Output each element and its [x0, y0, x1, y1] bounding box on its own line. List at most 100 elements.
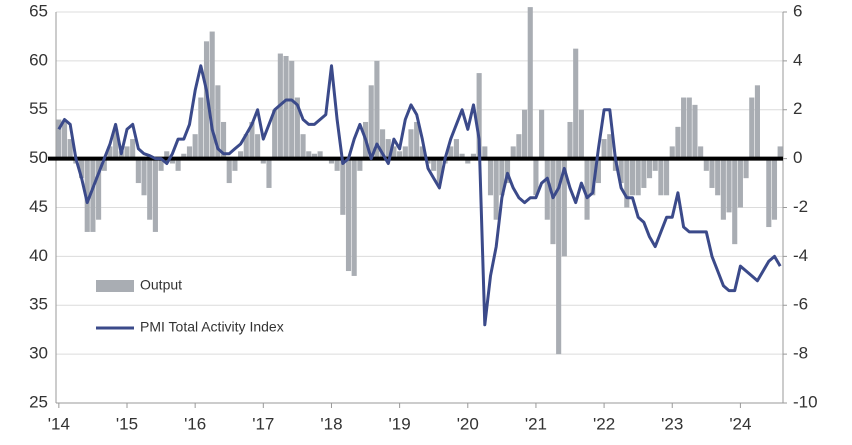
bar [351, 158, 357, 276]
bar [215, 85, 221, 159]
bar [584, 158, 590, 220]
bar [232, 158, 238, 171]
bar [385, 139, 391, 159]
bar [635, 158, 641, 196]
x-tick-label: '17 [252, 414, 274, 433]
bar [380, 129, 386, 159]
bar [164, 151, 170, 159]
bar [578, 109, 584, 159]
bar [499, 158, 505, 196]
bar [703, 158, 709, 171]
x-tick-label: '16 [184, 414, 206, 433]
y2-tick-label: -10 [793, 392, 818, 411]
bar [408, 129, 414, 159]
bar [226, 158, 232, 184]
bar [493, 158, 499, 220]
bar [357, 158, 363, 171]
bar [459, 153, 465, 159]
x-tick-label: '21 [525, 414, 547, 433]
y2-tick-label: -4 [793, 246, 808, 265]
y-tick-label: 50 [29, 148, 48, 167]
bar [675, 126, 681, 159]
bar [61, 121, 68, 159]
bar [175, 158, 181, 171]
bar [391, 146, 397, 159]
bar [715, 158, 721, 196]
bar [726, 158, 732, 213]
bar [624, 158, 630, 208]
bar [601, 139, 607, 159]
bar [527, 7, 533, 159]
bar [181, 153, 187, 159]
bar [431, 158, 437, 171]
bar [260, 158, 266, 164]
y2-tick-label: 6 [793, 1, 802, 20]
bar [419, 146, 425, 159]
bar [550, 158, 556, 245]
bar [686, 97, 692, 159]
bar [311, 153, 317, 159]
bar [96, 158, 102, 220]
line [57, 64, 782, 327]
bar [567, 121, 573, 159]
legend-label: Output [140, 277, 182, 293]
y-tick-label: 35 [29, 295, 48, 314]
bar [641, 158, 647, 188]
bar [101, 158, 107, 171]
bar [340, 158, 346, 215]
bar [220, 121, 227, 159]
bar [317, 151, 323, 159]
x-tick-label: '15 [116, 414, 138, 433]
bar [368, 85, 374, 159]
bar [516, 134, 522, 159]
bar [561, 158, 567, 257]
bar [198, 97, 204, 159]
x-tick-label: '19 [389, 414, 411, 433]
bar [158, 158, 164, 171]
bar [255, 134, 261, 159]
bar [192, 134, 198, 159]
bar [272, 109, 278, 159]
bar [504, 158, 511, 184]
bar [186, 146, 193, 159]
bar [510, 146, 516, 159]
bar [152, 158, 158, 232]
bar [436, 158, 442, 184]
y-tick-label: 60 [29, 50, 48, 69]
y2-tick-label: -2 [793, 197, 808, 216]
bar [698, 146, 704, 159]
bar [374, 60, 380, 159]
bar [732, 158, 738, 245]
legend-label: PMI Total Activity Index [140, 319, 284, 335]
bar [743, 158, 749, 179]
bar [84, 158, 90, 232]
bar [709, 158, 715, 188]
bar [130, 139, 136, 159]
bar [737, 158, 743, 208]
bar [482, 146, 488, 159]
bar [556, 158, 562, 355]
bar [397, 151, 403, 159]
bar [476, 73, 482, 159]
bar [720, 158, 726, 220]
y2-tick-label: 2 [793, 99, 802, 118]
bar [749, 97, 755, 159]
bar [754, 85, 760, 159]
y2-tick-label: -6 [793, 295, 808, 314]
bar [238, 151, 244, 159]
bar [289, 60, 295, 159]
bar [453, 139, 459, 159]
bar [402, 146, 408, 159]
bar [771, 158, 778, 220]
bar [147, 158, 153, 220]
bar [539, 109, 545, 159]
bar [209, 31, 215, 159]
bar [300, 134, 306, 159]
bar [283, 55, 289, 159]
bar [573, 48, 579, 159]
bar [590, 158, 596, 196]
bar [56, 119, 62, 159]
y2-tick-label: 0 [793, 148, 802, 167]
y-tick-label: 65 [29, 1, 48, 20]
bar [522, 109, 528, 159]
